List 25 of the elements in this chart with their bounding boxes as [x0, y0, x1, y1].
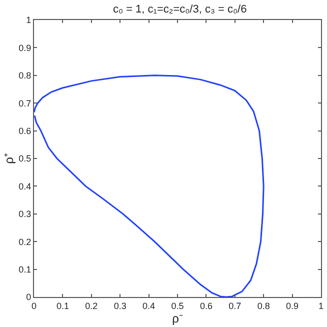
y-axis-title: ρ⁺ — [2, 153, 16, 164]
y-tick-label: 0.9 — [18, 42, 32, 53]
y-tick-label: 0.4 — [18, 181, 32, 192]
x-axis-title: ρ⁻ — [172, 312, 183, 326]
chart-title: c₀ = 1, c₁=c₂=c₀/3, c₃ = c₀/6 — [112, 4, 247, 16]
y-tick-label: 0.5 — [18, 154, 32, 164]
x-tick-label: 0.1 — [56, 300, 69, 311]
x-tick-label: 0.7 — [228, 300, 242, 311]
y-tick-label: 0 — [26, 292, 32, 302]
y-tick-label: 0.2 — [18, 236, 32, 247]
y-tick-label: 0.8 — [18, 70, 32, 81]
x-tick-label: 0.6 — [200, 300, 212, 311]
y-tick-label: 0.3 — [18, 209, 32, 220]
y-tick-label: 0.6 — [18, 126, 32, 136]
line-series — [34, 74, 264, 297]
x-tick-label: 0.8 — [257, 300, 270, 311]
x-tick-label: 1 — [318, 300, 324, 311]
x-tick-label: 0.5 — [171, 300, 184, 311]
x-tick-label: 0.3 — [114, 300, 126, 311]
y-tick-label: 0.7 — [18, 98, 32, 108]
x-tick-label: 0.9 — [286, 300, 299, 311]
y-tick-label: 1 — [26, 15, 32, 26]
x-tick-label: 0.4 — [142, 300, 156, 311]
x-tick-label: 0.2 — [85, 300, 98, 311]
y-tick-label: 0.1 — [18, 264, 32, 274]
